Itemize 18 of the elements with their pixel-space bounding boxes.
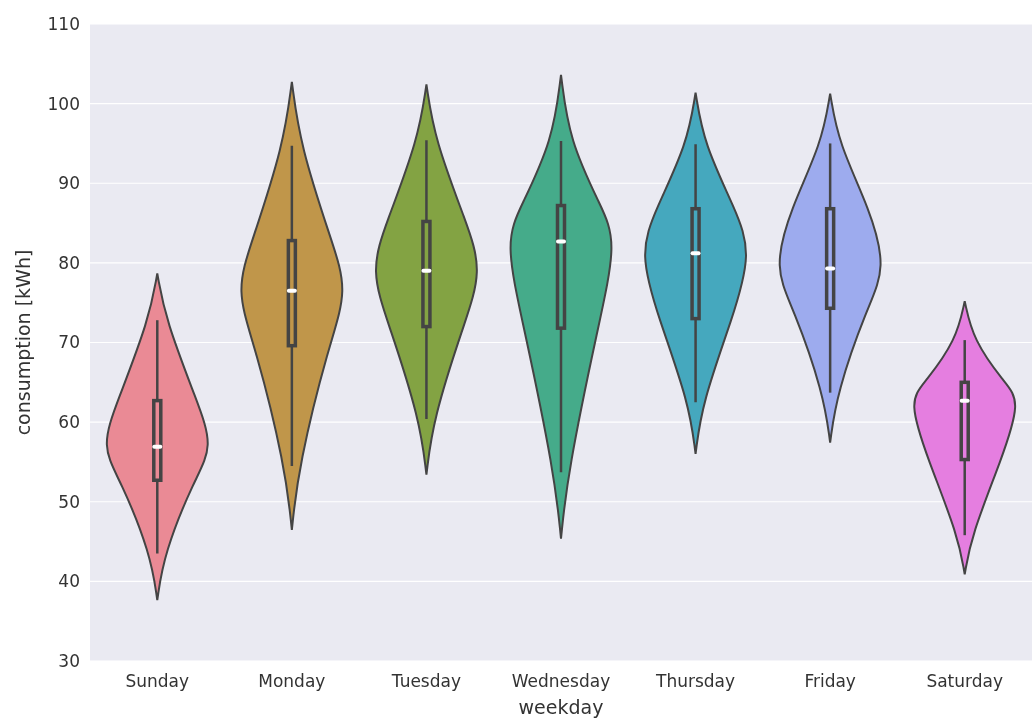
y-tick-label: 80 — [58, 252, 80, 273]
y-tick-label: 50 — [58, 491, 80, 512]
y-tick-label: 100 — [47, 93, 80, 114]
x-tick-label: Wednesday — [511, 671, 611, 691]
x-tick-label: Sunday — [125, 671, 190, 691]
y-tick-label: 110 — [47, 13, 80, 34]
x-tick-label: Monday — [258, 671, 326, 691]
y-axis-title: consumption [kWh] — [12, 249, 34, 436]
y-tick-label: 30 — [58, 650, 80, 671]
y-tick-label: 60 — [58, 412, 80, 433]
x-tick-label: Saturday — [926, 671, 1004, 691]
x-tick-label: Tuesday — [390, 671, 462, 691]
y-tick-label: 90 — [58, 173, 80, 194]
y-tick-label: 40 — [58, 571, 80, 592]
x-axis-title: weekday — [518, 696, 604, 718]
x-tick-label: Friday — [804, 671, 856, 691]
y-tick-label: 70 — [58, 332, 80, 353]
x-tick-label: Thursday — [655, 671, 736, 691]
